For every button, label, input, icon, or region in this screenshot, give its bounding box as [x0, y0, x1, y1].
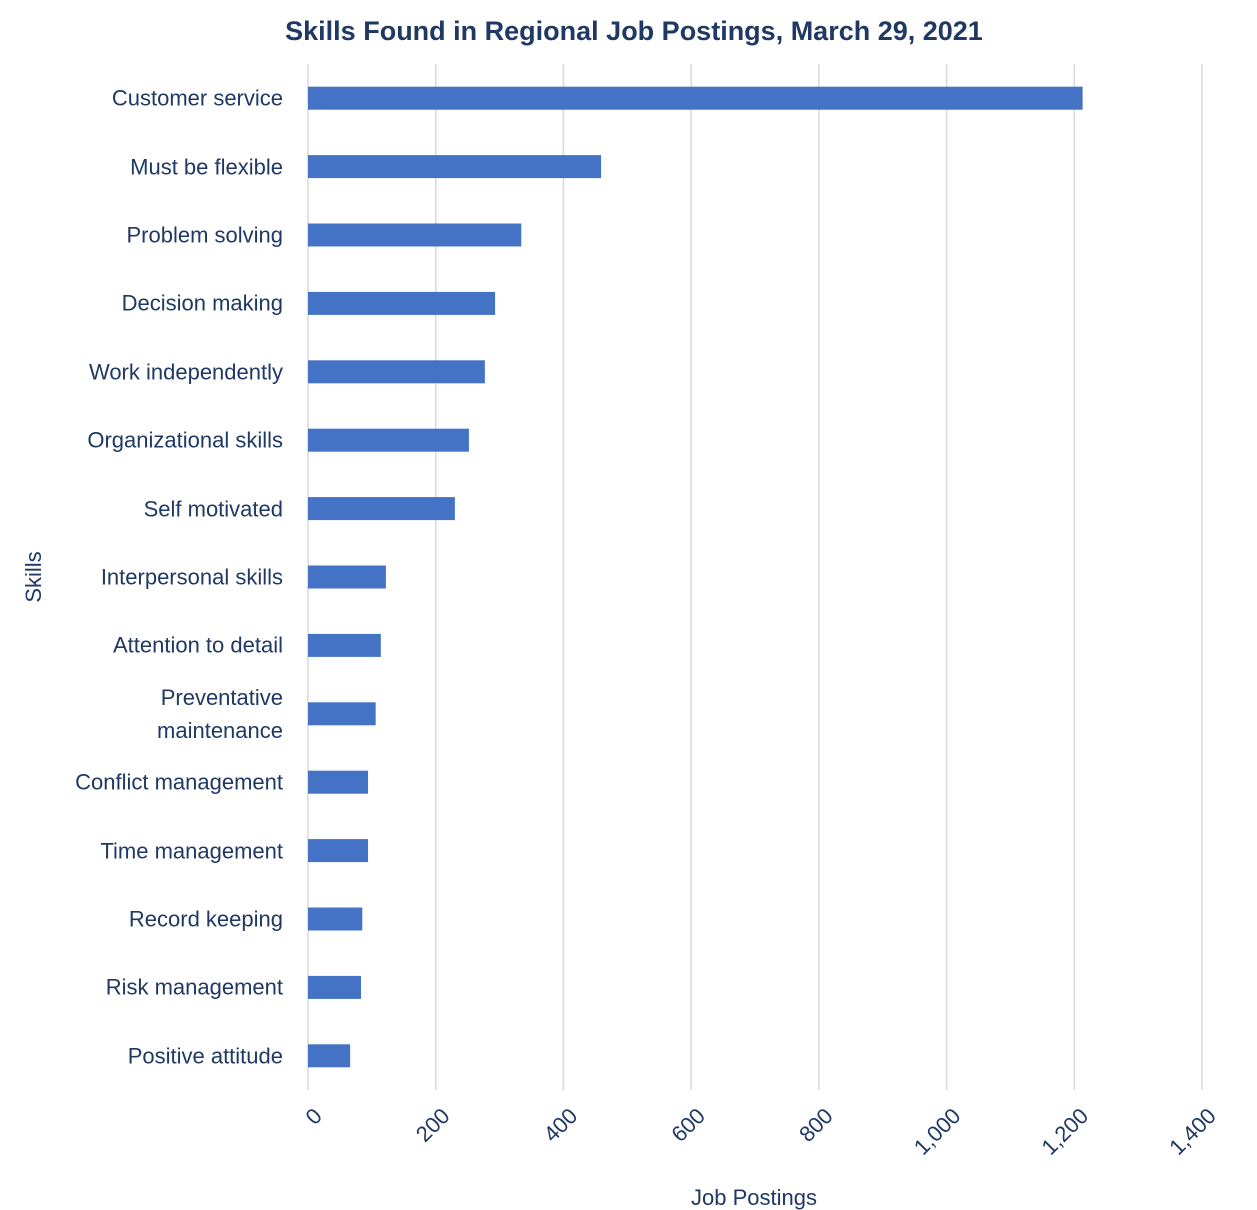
y-tick-label: Interpersonal skills: [100, 564, 283, 590]
bar: [308, 360, 485, 384]
x-tick-label: 200: [411, 1103, 455, 1147]
bar: [308, 702, 376, 726]
bar: [308, 428, 469, 452]
y-tick-label: Risk management: [105, 974, 283, 1000]
y-tick-label: Must be flexible: [130, 154, 283, 180]
bar: [308, 1044, 351, 1068]
bar: [308, 907, 363, 931]
x-tick-label: 400: [539, 1103, 583, 1147]
y-tick-label: Preventative maintenance: [157, 684, 283, 743]
y-tick-label: Record keeping: [128, 906, 283, 932]
y-tick-label: Work independently: [88, 359, 283, 385]
bar: [308, 291, 496, 315]
y-tick-label: Problem solving: [126, 222, 283, 248]
x-tick-label: 1,200: [1037, 1103, 1094, 1160]
bar: [308, 86, 1083, 110]
x-tick-label: 0: [301, 1103, 327, 1129]
bar: [308, 497, 455, 521]
y-tick-label: Attention to detail: [112, 632, 283, 658]
bar: [308, 975, 362, 999]
bar: [308, 223, 522, 247]
bar: [308, 633, 381, 657]
y-tick-label: Time management: [100, 838, 283, 864]
y-tick-label: Organizational skills: [87, 427, 283, 453]
y-tick-label: Positive attitude: [127, 1043, 283, 1069]
x-tick-label: 600: [666, 1103, 710, 1147]
y-axis-label: Skills: [21, 551, 46, 602]
chart-title: Skills Found in Regional Job Postings, M…: [285, 16, 983, 46]
bar: [308, 565, 386, 589]
x-tick-label: 1,400: [1164, 1103, 1221, 1160]
bar: [308, 770, 369, 794]
x-axis-label: Job Postings: [691, 1185, 817, 1210]
y-tick-label: Decision making: [121, 290, 283, 316]
bar: [308, 839, 369, 863]
bar: [308, 155, 602, 179]
y-tick-label: Self motivated: [143, 496, 283, 522]
y-tick-label: Customer service: [111, 85, 283, 111]
x-tick-label: 1,000: [909, 1103, 966, 1160]
x-tick-label: 800: [794, 1103, 838, 1147]
y-tick-label: Conflict management: [75, 769, 283, 795]
